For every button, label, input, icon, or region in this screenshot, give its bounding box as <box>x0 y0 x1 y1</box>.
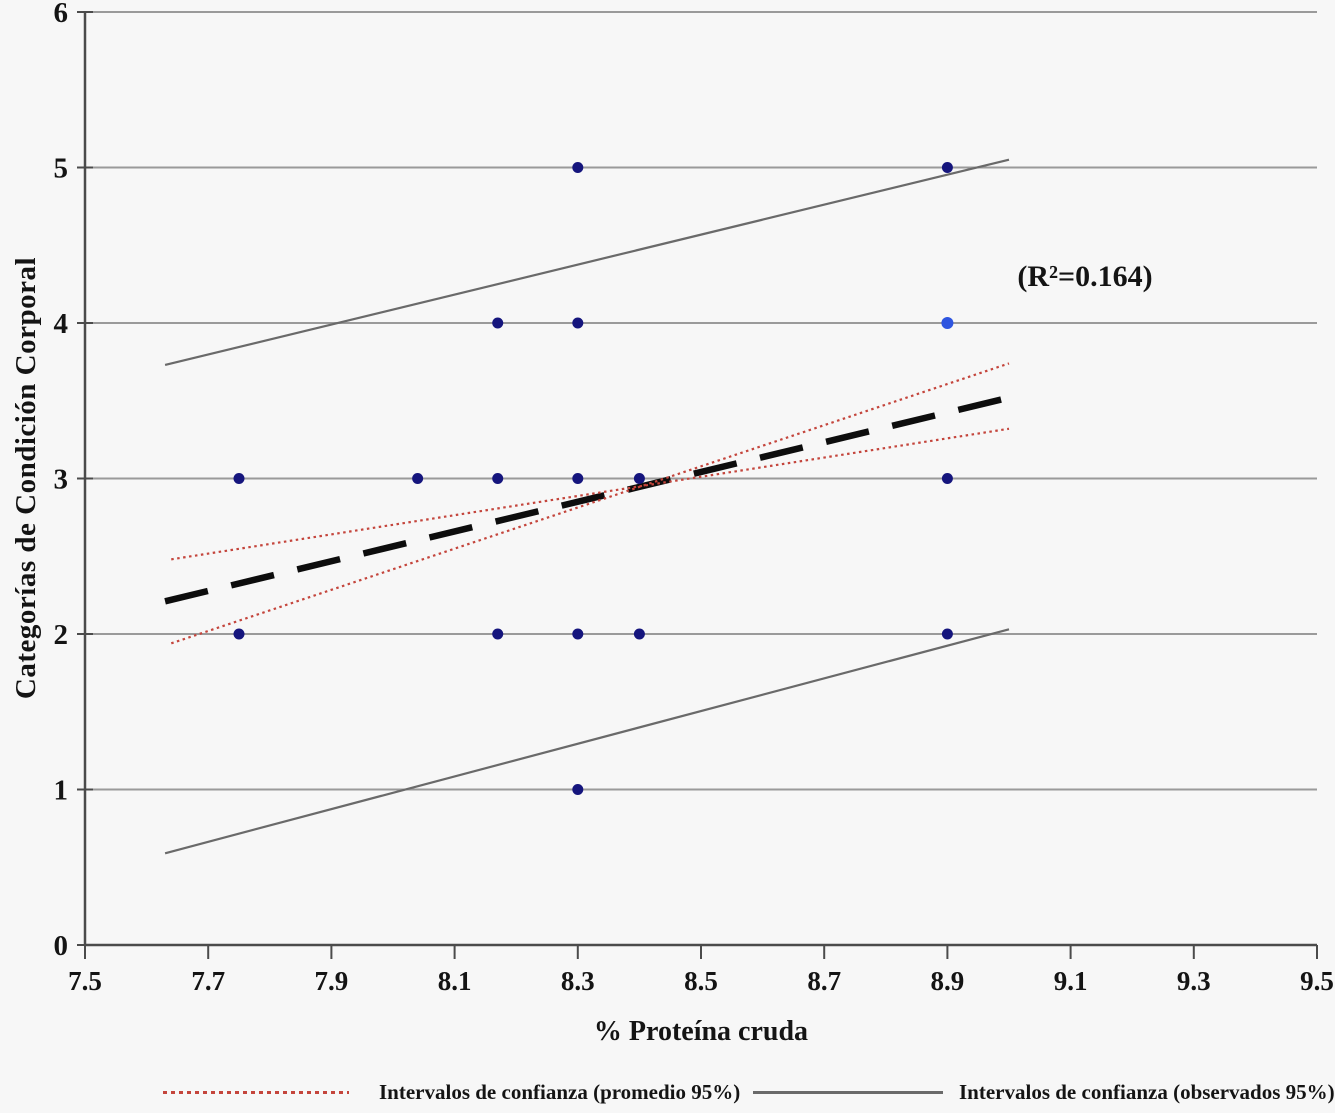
scatter-point <box>233 628 245 640</box>
scatter-point <box>572 628 584 640</box>
scatter-point <box>492 317 504 329</box>
x-tick-label: 7.5 <box>68 966 102 996</box>
ci-observados-inferior-line <box>164 628 1010 855</box>
y-tick-label: 0 <box>54 930 69 962</box>
x-tick-label: 9.3 <box>1177 966 1211 996</box>
x-tick-label: 9.5 <box>1300 966 1334 996</box>
scatter-point <box>572 162 584 173</box>
ci-promedio-line-a-line <box>171 427 1010 561</box>
scatter-point <box>633 628 645 640</box>
x-axis-title: % Proteína cruda <box>593 1016 809 1047</box>
solid-line-swatch <box>753 1090 943 1094</box>
x-tick-label: 8.5 <box>684 966 718 996</box>
x-tick-label: 8.3 <box>561 966 595 996</box>
x-tick-label: 9.1 <box>1054 966 1088 996</box>
scatter-point <box>572 473 584 484</box>
x-tick-label: 8.1 <box>438 966 472 996</box>
scatter-point <box>941 628 953 640</box>
scatter-point <box>633 473 645 484</box>
r-squared-annotation: (R²=0.164) <box>1017 260 1153 293</box>
scatter-point <box>492 628 504 640</box>
legend-label-observados: Intervalos de confianza (observados 95%) <box>959 1079 1335 1104</box>
legend: Intervalos de confianza (promedio 95%) I… <box>0 1072 1335 1112</box>
x-tick-label: 8.9 <box>931 966 965 996</box>
x-tick-label: 7.9 <box>315 966 349 996</box>
y-tick-label: 5 <box>54 153 69 185</box>
ci-observados-superior-line <box>164 158 1010 367</box>
ci-promedio-line-b-line <box>170 362 1010 645</box>
x-tick-label: 8.7 <box>807 966 841 996</box>
scatter-point <box>412 473 424 484</box>
y-tick-label: 6 <box>54 0 69 29</box>
x-tick-label: 7.7 <box>191 966 225 996</box>
scatter-point <box>941 473 953 484</box>
scatter-point-highlight <box>941 317 954 329</box>
y-tick-label: 3 <box>54 464 69 496</box>
scatter-point <box>941 162 953 173</box>
legend-item-promedio: Intervalos de confianza (promedio 95%) <box>163 1072 740 1112</box>
scatter-plot: 0 1 2 3 4 5 6 7.5 7.7 7.9 8.1 8.3 8.5 8.7 8.9 9.1 9.3 9.5 <box>54 0 1334 996</box>
legend-item-observados: Intervalos de confianza (observados 95%) <box>753 1072 1335 1112</box>
scatter-point <box>572 317 584 329</box>
regression-dashed-line <box>164 394 1010 605</box>
y-axis-title: Categorías de Condición Corporal <box>10 256 42 700</box>
y-tick-label: 1 <box>54 775 69 807</box>
scatter-point <box>572 784 584 795</box>
scatter-point <box>233 473 245 484</box>
y-tick-label: 2 <box>54 619 69 651</box>
dotted-line-swatch <box>163 1090 349 1094</box>
y-tick-label: 4 <box>54 308 69 340</box>
legend-label-promedio: Intervalos de confianza (promedio 95%) <box>379 1079 741 1104</box>
scatter-point <box>492 473 504 484</box>
